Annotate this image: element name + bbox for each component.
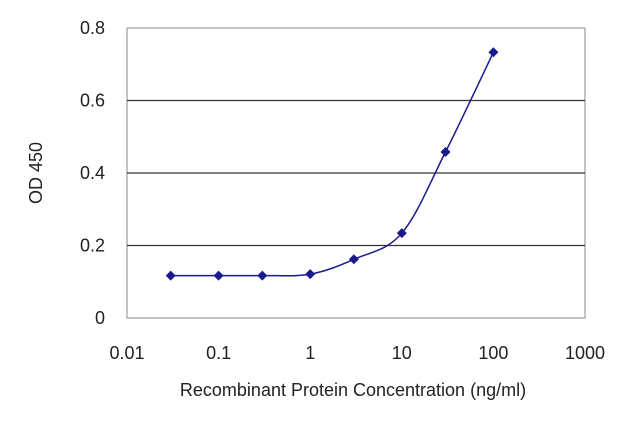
y-axis-title: OD 450 bbox=[26, 142, 46, 204]
y-tick-label: 0.8 bbox=[80, 18, 105, 38]
y-tick-label: 0.4 bbox=[80, 163, 105, 183]
x-tick-labels: 0.01 0.1 1 10 100 1000 bbox=[109, 343, 605, 363]
data-point bbox=[396, 228, 407, 239]
grid-layer bbox=[127, 99, 585, 247]
x-tick-label: 0.01 bbox=[109, 343, 144, 363]
data-point bbox=[440, 146, 451, 157]
y-tick-labels: 0 0.2 0.4 0.6 0.8 bbox=[80, 18, 105, 328]
y-tick-label: 0 bbox=[95, 308, 105, 328]
y-tick-label: 0.6 bbox=[80, 91, 105, 111]
data-point bbox=[257, 270, 268, 281]
x-tick-label: 1 bbox=[305, 343, 315, 363]
x-tick-label: 0.1 bbox=[206, 343, 231, 363]
x-axis-title: Recombinant Protein Concentration (ng/ml… bbox=[180, 380, 526, 400]
data-point bbox=[213, 270, 224, 281]
data-point bbox=[348, 254, 359, 265]
data-point bbox=[488, 47, 499, 58]
data-point bbox=[305, 269, 316, 280]
x-tick-label: 100 bbox=[478, 343, 508, 363]
data-points-layer bbox=[165, 47, 499, 281]
y-tick-label: 0.2 bbox=[80, 236, 105, 256]
x-tick-label: 10 bbox=[392, 343, 412, 363]
data-point bbox=[165, 270, 176, 281]
x-tick-label: 1000 bbox=[565, 343, 605, 363]
